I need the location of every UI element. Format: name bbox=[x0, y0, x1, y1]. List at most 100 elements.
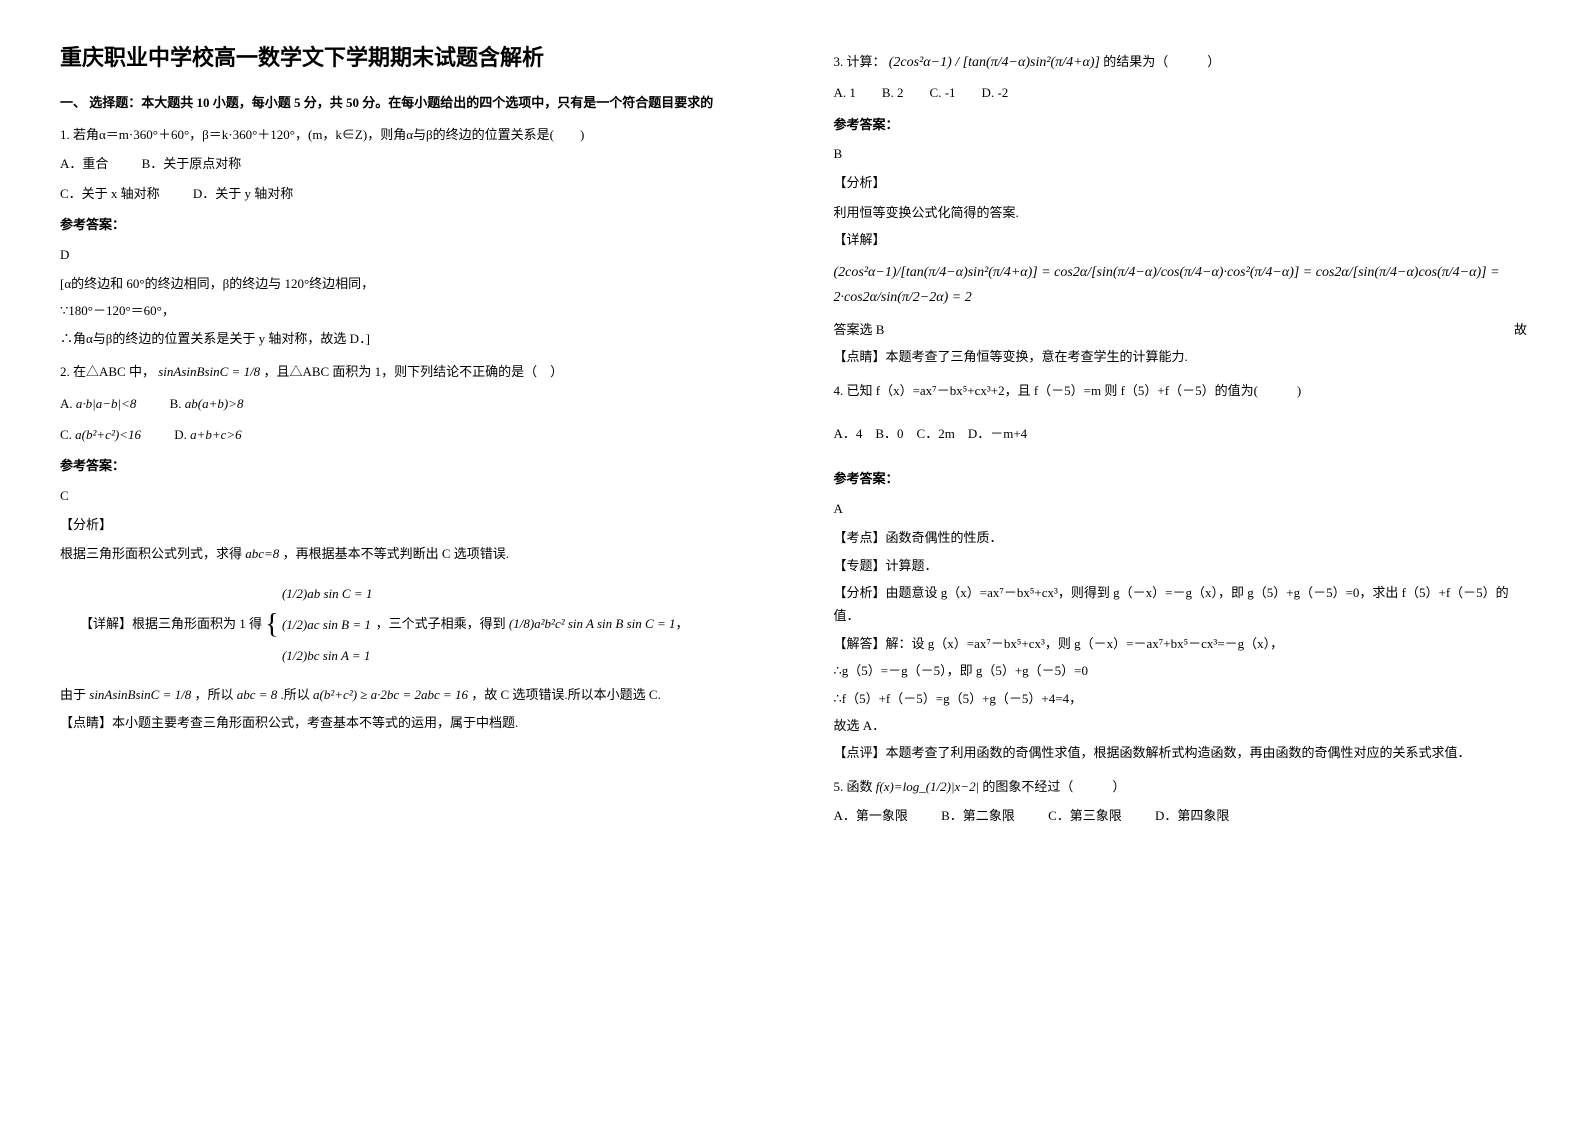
section-header: 一、 选择题：本大题共 10 小题，每小题 5 分，共 50 分。在每小题给出的… bbox=[60, 92, 754, 111]
q2-detail-f3: (1/2)bc sin A = 1 bbox=[282, 640, 372, 671]
q2-option-a: A. a·b|a−b|<8 bbox=[60, 392, 136, 415]
q1-option-a: A．重合 bbox=[60, 152, 108, 175]
q2-optc-formula: a(b²+c²)<16 bbox=[75, 427, 141, 442]
q4-analysis: 【分析】由题意设 g（x）=ax⁷－bx⁵+cx³，则得到 g（－x）=－g（x… bbox=[834, 581, 1528, 628]
q3-stem-formula: (2cos²α−1) / [tan(π/4−α)sin²(π/4+α)] bbox=[889, 55, 1100, 70]
q3-detail-suffix: 故 bbox=[1514, 318, 1527, 341]
q5-stem: 5. 函数 f(x)=log_(1/2)|x−2| 的图象不经过（ ） bbox=[834, 775, 1528, 798]
q2-detail-line2: 由于 sinAsinBsinC = 1/8 ，所以 abc = 8 .所以 a(… bbox=[60, 683, 754, 706]
q2-dl2-mid1: ，所以 bbox=[194, 687, 233, 702]
q1-answer-label: 参考答案： bbox=[60, 213, 754, 236]
q2-analysis-l1-formula: abc=8 bbox=[245, 546, 279, 561]
q1-explain-1: [α的终边和 60°的终边相同，β的终边与 120°终边相同， bbox=[60, 272, 754, 295]
q3-detail-formula: (2cos²α−1)/[tan(π/4−α)sin²(π/4+α)] = cos… bbox=[834, 260, 1528, 310]
q3-stem: 3. 计算： (2cos²α−1) / [tan(π/4−α)sin²(π/4+… bbox=[834, 50, 1528, 75]
q4-kaodian: 【考点】函数奇偶性的性质． bbox=[834, 526, 1528, 549]
q1-stem: 1. 若角α＝m·360°＋60°，β＝k·360°＋120°，(m，k∈Z)，… bbox=[60, 123, 754, 146]
q2-detail-label: 【详解】根据三角形面积为 1 得 bbox=[80, 616, 262, 631]
q2-option-d: D. a+b+c>6 bbox=[174, 423, 241, 446]
q3-detail-row: 【详解】 (2cos²α−1)/[tan(π/4−α)sin²(π/4+α)] … bbox=[834, 228, 1528, 310]
q4-solve-l3: ∴f（5）+f（－5）=g（5）+g（－5）+4=4， bbox=[834, 687, 1528, 710]
q5-option-d: D．第四象限 bbox=[1155, 804, 1229, 827]
q4-solve-l2: ∴g（5）=－g（－5），即 g（5）+g（－5）=0 bbox=[834, 659, 1528, 682]
q2-optb-prefix: B. bbox=[170, 396, 182, 411]
q2-detail-f1: (1/2)ab sin C = 1 bbox=[282, 578, 372, 609]
q2-analysis-label: 【分析】 bbox=[60, 513, 754, 536]
q2-options-row1: A. a·b|a−b|<8 B. ab(a+b)>8 bbox=[60, 392, 754, 415]
q1-explain-3: ∴角α与β的终边的位置关系是关于 y 轴对称，故选 D．] bbox=[60, 327, 754, 350]
q1-answer: D bbox=[60, 243, 754, 266]
left-column: 重庆职业中学校高一数学文下学期期末试题含解析 一、 选择题：本大题共 10 小题… bbox=[60, 40, 754, 838]
q3-answer-label: 参考答案： bbox=[834, 113, 1528, 136]
q1-option-c: C．关于 x 轴对称 bbox=[60, 182, 160, 205]
q2-answer-label: 参考答案： bbox=[60, 454, 754, 477]
q5-options: A．第一象限 B．第二象限 C．第三象限 D．第四象限 bbox=[834, 804, 1528, 827]
q2-stem-prefix: 2. 在△ABC 中， bbox=[60, 364, 155, 379]
right-column: 3. 计算： (2cos²α−1) / [tan(π/4−α)sin²(π/4+… bbox=[834, 40, 1528, 838]
q2-detail-formula-block: 【详解】根据三角形面积为 1 得 { (1/2)ab sin C = 1 (1/… bbox=[60, 578, 754, 672]
q5-option-b: B．第二象限 bbox=[941, 804, 1015, 827]
q5-stem-suffix: 的图象不经过（ ） bbox=[982, 779, 1125, 794]
q4-stem: 4. 已知 f（x）=ax⁷－bx⁵+cx³+2，且 f（－5）=m 则 f（5… bbox=[834, 379, 1528, 402]
q2-stem-formula: sinAsinBsinC = 1/8 bbox=[158, 364, 260, 379]
question-3: 3. 计算： (2cos²α−1) / [tan(π/4−α)sin²(π/4+… bbox=[834, 50, 1528, 369]
q2-opta-formula: a·b|a−b|<8 bbox=[76, 396, 136, 411]
q4-answer-label: 参考答案： bbox=[834, 467, 1528, 490]
q4-answer: A bbox=[834, 497, 1528, 520]
q3-conclusion: 答案选 B bbox=[834, 318, 1528, 341]
q4-solve-l4: 故选 A． bbox=[834, 714, 1528, 737]
q3-detail-label: 【详解】 bbox=[834, 232, 886, 247]
q3-comment: 【点睛】本题考查了三角恒等变换，意在考查学生的计算能力. bbox=[834, 345, 1528, 368]
q3-stem-prefix: 3. 计算： bbox=[834, 54, 886, 69]
q2-dl2-prefix: 由于 bbox=[60, 687, 86, 702]
q2-stem-suffix: ，且△ABC 面积为 1，则下列结论不正确的是（ ） bbox=[263, 364, 563, 379]
q2-comment: 【点睛】本小题主要考查三角形面积公式，考查基本不等式的运用，属于中档题. bbox=[60, 711, 754, 734]
question-2: 2. 在△ABC 中， sinAsinBsinC = 1/8 ，且△ABC 面积… bbox=[60, 360, 754, 734]
q3-answer: B bbox=[834, 142, 1528, 165]
q4-options: A．4 B．0 C．2m D．－m+4 bbox=[834, 422, 1528, 445]
q2-detail-label-row: 【详解】根据三角形面积为 1 得 { (1/2)ab sin C = 1 (1/… bbox=[80, 578, 754, 672]
q2-analysis-l1-suffix: ，再根据基本不等式判断出 C 选项错误. bbox=[283, 546, 509, 561]
q2-optb-formula: ab(a+b)>8 bbox=[185, 396, 244, 411]
q2-option-c: C. a(b²+c²)<16 bbox=[60, 423, 141, 446]
q2-dl2-f3: a(b²+c²) ≥ a·2bc = 2abc = 16 bbox=[313, 687, 468, 702]
q5-stem-formula: f(x)=log_(1/2)|x−2| bbox=[876, 779, 979, 794]
question-5: 5. 函数 f(x)=log_(1/2)|x−2| 的图象不经过（ ） A．第一… bbox=[834, 775, 1528, 828]
q3-options: A. 1 B. 2 C. -1 D. -2 bbox=[834, 81, 1528, 104]
q4-comment: 【点评】本题考查了利用函数的奇偶性求值，根据函数解析式构造函数，再由函数的奇偶性… bbox=[834, 741, 1528, 764]
question-1: 1. 若角α＝m·360°＋60°，β＝k·360°＋120°，(m，k∈Z)，… bbox=[60, 123, 754, 350]
q1-options-row2: C．关于 x 轴对称 D．关于 y 轴对称 bbox=[60, 182, 754, 205]
q1-explain-2: ∵180°－120°＝60°， bbox=[60, 299, 754, 322]
q2-dl2-f1: sinAsinBsinC = 1/8 bbox=[89, 687, 191, 702]
q4-zhuanti: 【专题】计算题． bbox=[834, 554, 1528, 577]
q1-option-b: B．关于原点对称 bbox=[142, 152, 242, 175]
q5-option-a: A．第一象限 bbox=[834, 804, 908, 827]
q3-stem-suffix: 的结果为（ ） bbox=[1103, 54, 1220, 69]
q2-dl2-mid2: .所以 bbox=[281, 687, 310, 702]
q2-optd-prefix: D. bbox=[174, 427, 187, 442]
q5-option-c: C．第三象限 bbox=[1048, 804, 1122, 827]
q5-stem-prefix: 5. 函数 bbox=[834, 779, 873, 794]
q3-analysis-label: 【分析】 bbox=[834, 171, 1528, 194]
q2-detail-f2: (1/2)ac sin B = 1 bbox=[282, 609, 372, 640]
q3-analysis-text: 利用恒等变换公式化简得的答案. bbox=[834, 201, 1528, 224]
q2-optc-prefix: C. bbox=[60, 427, 72, 442]
q2-dl2-suffix: ，故 C 选项错误.所以本小题选 C. bbox=[471, 687, 661, 702]
q2-detail-mid: ，三个式子相乘，得到 bbox=[376, 616, 506, 631]
q2-options-row2: C. a(b²+c²)<16 D. a+b+c>6 bbox=[60, 423, 754, 446]
q2-analysis-l1-prefix: 根据三角形面积公式列式，求得 bbox=[60, 546, 242, 561]
question-4: 4. 已知 f（x）=ax⁷－bx⁵+cx³+2，且 f（－5）=m 则 f（5… bbox=[834, 379, 1528, 765]
q4-solve: 【解答】解：设 g（x）=ax⁷－bx⁵+cx³，则 g（－x）=－ax⁷+bx… bbox=[834, 632, 1528, 655]
q2-detail-fr: (1/8)a²b²c² sin A sin B sin C = 1 bbox=[509, 616, 676, 631]
q2-analysis-line1: 根据三角形面积公式列式，求得 abc=8 ，再根据基本不等式判断出 C 选项错误… bbox=[60, 542, 754, 565]
q2-optd-formula: a+b+c>6 bbox=[190, 427, 242, 442]
q2-opta-prefix: A. bbox=[60, 396, 73, 411]
q2-answer: C bbox=[60, 484, 754, 507]
document-title: 重庆职业中学校高一数学文下学期期末试题含解析 bbox=[60, 40, 754, 72]
q1-options-row1: A．重合 B．关于原点对称 bbox=[60, 152, 754, 175]
q2-dl2-f2: abc = 8 bbox=[237, 687, 278, 702]
q2-stem: 2. 在△ABC 中， sinAsinBsinC = 1/8 ，且△ABC 面积… bbox=[60, 360, 754, 383]
q2-option-b: B. ab(a+b)>8 bbox=[170, 392, 244, 415]
page-container: 重庆职业中学校高一数学文下学期期末试题含解析 一、 选择题：本大题共 10 小题… bbox=[60, 40, 1527, 838]
q1-option-d: D．关于 y 轴对称 bbox=[193, 182, 293, 205]
